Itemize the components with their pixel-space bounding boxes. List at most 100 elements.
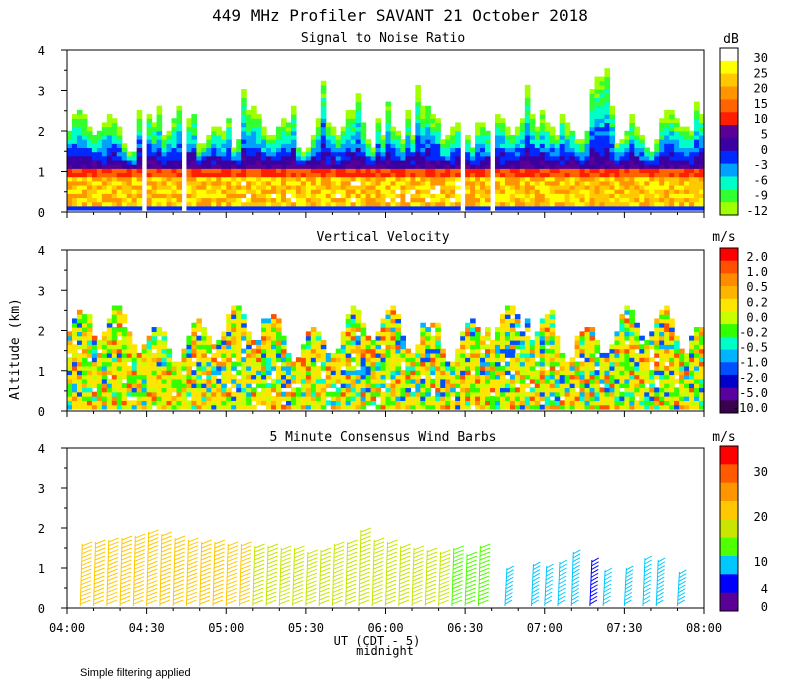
snr-cell [176,176,183,182]
velocity-cell [315,396,322,401]
velocity-cell [480,344,486,350]
velocity-cell [67,391,73,397]
velocity-cell [325,365,332,371]
velocity-cell [400,391,407,397]
velocity-cell [271,361,277,367]
snr-cell [395,201,402,207]
snr-cell [211,130,217,136]
velocity-cell [559,404,566,410]
velocity-cell [285,383,292,389]
snr-cell [509,176,516,182]
snr-cell [251,184,257,190]
snr-cell [315,184,322,190]
snr-cell [440,176,446,182]
snr-cell [320,197,327,203]
snr-cell [370,197,377,203]
velocity-cell [116,314,123,320]
snr-cell [624,176,630,182]
snr-cell [350,147,357,153]
velocity-cell [131,383,138,389]
snr-cell [355,118,362,124]
velocity-cell [380,374,387,380]
snr-cell [345,193,352,199]
snr-cell [290,193,297,199]
velocity-cell [490,344,496,350]
snr-cell [639,193,645,199]
velocity-cell [91,400,98,406]
colorbar-label: 0.0 [746,310,768,324]
velocity-cell [176,396,183,401]
velocity-cell [146,344,153,350]
velocity-cell [564,383,571,389]
snr-cell [410,164,416,169]
velocity-cell [231,383,237,389]
snr-cell [564,122,571,128]
snr-cell [679,130,685,136]
snr-cell [485,164,491,169]
snr-cell [435,180,441,186]
snr-cell [251,143,257,149]
velocity-cell [475,400,481,406]
velocity-cell [67,378,73,384]
snr-cell [231,193,237,199]
snr-cell [594,126,601,132]
snr-cell [251,172,257,178]
snr-cell [256,205,262,211]
velocity-cell [614,404,620,410]
snr-cell [325,147,332,153]
snr-cell [485,155,491,161]
snr-cell [325,143,332,149]
snr-cell [674,164,680,169]
snr-cell [216,168,222,174]
snr-cell [694,109,700,115]
snr-cell [674,130,680,136]
velocity-cell [91,365,98,371]
snr-cell [111,118,118,124]
velocity-cell [246,378,252,384]
velocity-cell [365,370,372,376]
velocity-cell [365,387,372,393]
velocity-cell [539,391,546,397]
velocity-cell [425,327,431,332]
snr-cell [679,189,685,194]
velocity-cell [315,404,322,410]
velocity-cell [475,339,481,345]
snr-cell [370,172,377,178]
velocity-cell [226,322,232,328]
snr-cell [211,172,217,178]
snr-cell [335,189,342,194]
velocity-cell [300,357,307,363]
snr-cell [694,159,700,165]
velocity-cell [310,400,317,406]
velocity-cell [634,383,640,389]
velocity-cell [669,322,675,328]
velocity-cell [579,387,586,393]
snr-cell [256,114,262,119]
snr-cell [634,139,640,144]
snr-cell [261,151,267,157]
snr-cell [71,197,78,203]
snr-cell [350,134,357,140]
snr-cell [664,184,670,190]
snr-cell [226,193,232,199]
velocity-cell [365,348,372,354]
velocity-cell [689,361,695,367]
snr-cell [330,180,337,186]
snr-cell [221,193,227,199]
snr-cell [171,180,178,186]
velocity-cell [156,352,163,358]
velocity-cell [231,322,237,328]
snr-cell [604,168,611,174]
snr-cell [519,176,526,182]
snr-cell [300,197,307,203]
snr-cell [569,155,576,161]
velocity-cell [300,370,307,376]
velocity-cell [231,361,237,367]
snr-cell [475,184,481,190]
snr-cell [689,180,695,186]
velocity-cell [116,400,123,406]
snr-cell [171,168,178,174]
snr-cell [171,139,178,144]
velocity-cell [67,365,73,371]
velocity-cell [111,309,118,315]
